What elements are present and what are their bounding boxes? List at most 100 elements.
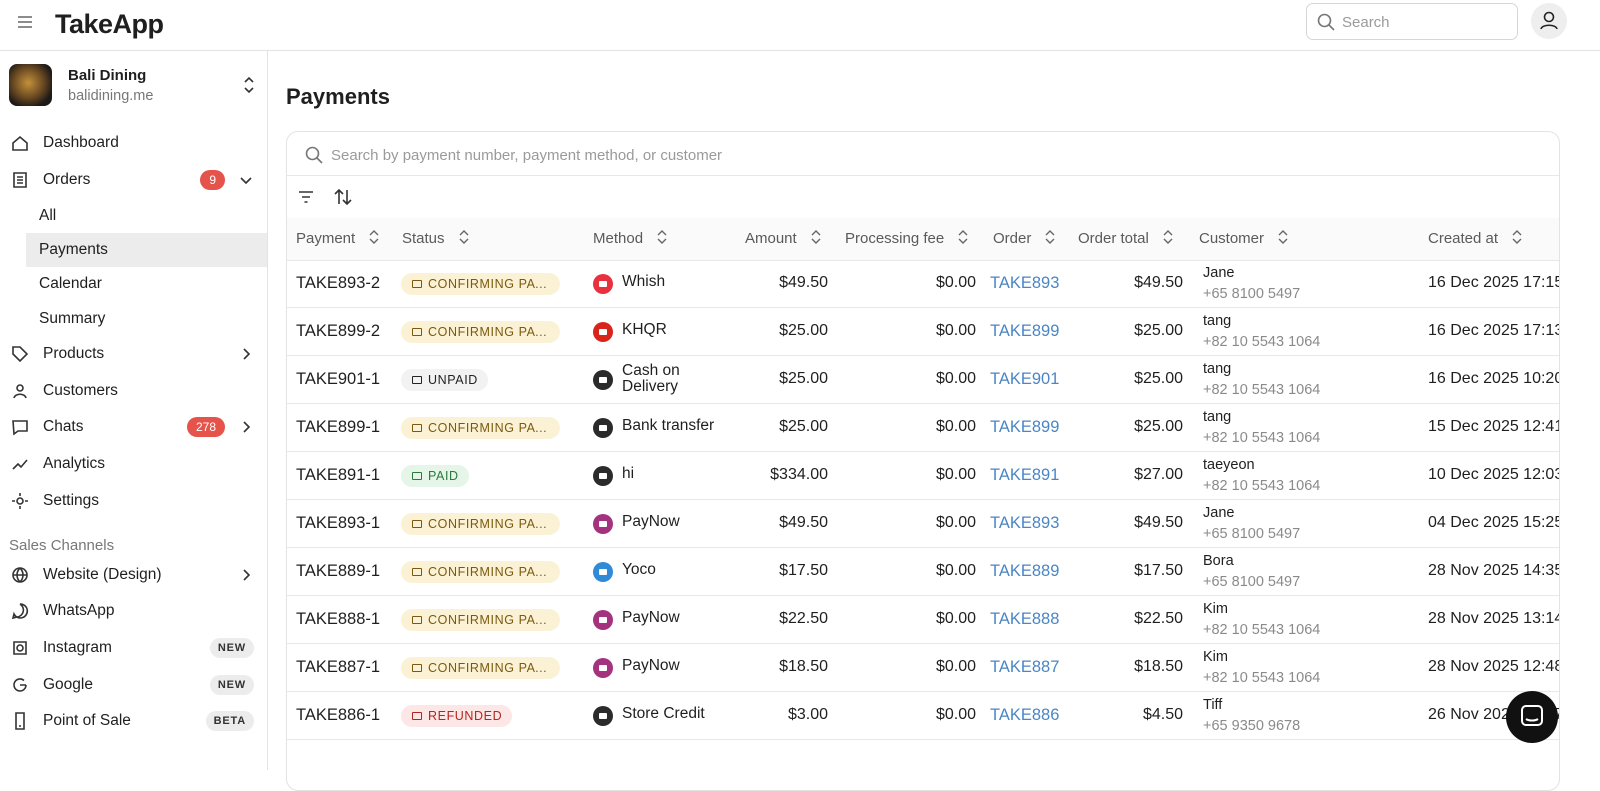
customer-phone: +65 8100 5497 (1203, 574, 1301, 590)
menu-button[interactable] (17, 15, 33, 29)
order-link[interactable]: TAKE888 (990, 610, 1060, 628)
nav-chevron[interactable] (239, 173, 253, 187)
table-row[interactable]: TAKE888-1 CONFIRMING PAYMENT PayNow $22.50 $… (287, 596, 1559, 644)
table-row[interactable]: TAKE893-2 CONFIRMING PAYMENT Whish $49.50 $0… (287, 260, 1559, 308)
nav-item[interactable]: Orders 9 (0, 163, 267, 197)
nav-label: Summary (39, 310, 106, 327)
search-placeholder: Search (1342, 14, 1390, 31)
nav-label: Settings (43, 492, 100, 509)
method-icon (593, 610, 613, 630)
sort-toggle[interactable] (657, 230, 667, 244)
column-title: Customer (1199, 230, 1265, 247)
table-row[interactable]: TAKE901-1 UNPAID Cash on Delivery $25.00 $0.… (287, 356, 1559, 404)
table-row[interactable]: TAKE899-1 CONFIRMING PAYMENT Bank transfer… (287, 404, 1559, 452)
table-row[interactable]: TAKE887-1 CONFIRMING PAYMENT PayNow $18.50 $… (287, 644, 1559, 692)
nav-subitem[interactable]: Payments (26, 233, 267, 267)
payment-method: PayNow (622, 609, 680, 626)
account-button[interactable] (1531, 3, 1567, 39)
chevron-shape (243, 421, 251, 433)
column-header[interactable]: Customer (1199, 230, 1288, 247)
column-header[interactable]: Processing fee (845, 230, 968, 247)
order-link[interactable]: TAKE893 (990, 274, 1060, 292)
sort-toggle[interactable] (1512, 230, 1522, 244)
payment-number: TAKE887-1 (296, 658, 381, 676)
top-bar: TakeApp Search (0, 0, 1600, 51)
order-link[interactable]: TAKE901 (990, 370, 1060, 388)
status-badge: CONFIRMING PAYMENT (401, 417, 560, 439)
store-name[interactable]: Bali Dining (68, 67, 147, 84)
column-header[interactable]: Amount (745, 230, 821, 247)
store-switcher[interactable] (242, 76, 256, 94)
nav-subitem[interactable]: Calendar (0, 267, 267, 301)
table-row[interactable]: TAKE886-1 REFUNDED Store Credit $3.00 $0.00 T… (287, 692, 1559, 740)
order-link[interactable]: TAKE891 (990, 466, 1060, 484)
sort-toggle[interactable] (369, 230, 379, 244)
table-search[interactable]: Search by payment number, payment method… (287, 132, 1559, 176)
order-link[interactable]: TAKE893 (990, 514, 1060, 532)
nav-chevron[interactable] (239, 420, 253, 434)
column-header[interactable]: Status (402, 230, 469, 247)
channel-item[interactable]: WhatsApp (0, 594, 267, 628)
channel-icon-shape (13, 641, 27, 655)
toolbar (287, 175, 1559, 219)
table-row[interactable]: TAKE889-1 CONFIRMING PAYMENT Yoco $17.50 $0.… (287, 548, 1559, 596)
sort-toggle[interactable] (459, 230, 469, 244)
chat-launcher[interactable] (1506, 691, 1558, 743)
order-link[interactable]: TAKE899 (990, 322, 1060, 340)
sort-toggle[interactable] (1278, 230, 1288, 244)
nav-label: Chats (43, 418, 84, 435)
amount: $18.50 (779, 658, 828, 675)
order-link[interactable]: TAKE886 (990, 706, 1060, 724)
column-title: Payment (296, 230, 356, 247)
table-row[interactable]: TAKE899-2 CONFIRMING PAYMENT KHQR $25.00 $0.… (287, 308, 1559, 356)
channel-chevron[interactable] (239, 568, 253, 582)
nav-subitem[interactable]: Summary (0, 302, 267, 336)
order-link[interactable]: TAKE887 (990, 658, 1060, 676)
sort-toggle[interactable] (1045, 230, 1055, 244)
nav-subitem[interactable]: All (0, 199, 267, 233)
channel-item[interactable]: Instagram NEW (0, 631, 267, 665)
channel-item[interactable]: Google NEW (0, 668, 267, 702)
order-total: $22.50 (1134, 610, 1183, 627)
column-header[interactable]: Order (993, 230, 1055, 247)
nav-label: Analytics (43, 455, 106, 472)
sort-toggle[interactable] (1163, 230, 1173, 244)
global-search[interactable]: Search (1306, 3, 1518, 40)
sort-shape (657, 230, 667, 244)
table-row[interactable]: TAKE891-1 PAID hi $334.00 $0.00 TAKE891 $27.00… (287, 452, 1559, 500)
nav-icon (13, 172, 27, 188)
nav-item[interactable]: Analytics (0, 447, 267, 481)
sort-button[interactable] (334, 188, 352, 206)
nav-item[interactable]: Dashboard (0, 126, 267, 160)
amount: $25.00 (779, 370, 828, 387)
nav-label: Payments (39, 241, 108, 258)
order-link[interactable]: TAKE889 (990, 562, 1060, 580)
sort-toggle[interactable] (958, 230, 968, 244)
column-header[interactable]: Created at (1428, 230, 1522, 247)
filter-button[interactable] (298, 190, 314, 204)
channel-item[interactable]: Website (Design) (0, 558, 267, 592)
column-header[interactable]: Payment (296, 230, 379, 247)
channel-tag: NEW (209, 675, 254, 695)
customer-name: Kim (1203, 649, 1228, 665)
customer-phone: +65 8100 5497 (1203, 526, 1301, 542)
customer-name: Tiff (1203, 697, 1223, 713)
nav-icon (13, 384, 27, 399)
column-header[interactable]: Method (593, 230, 667, 247)
order-link[interactable]: TAKE899 (990, 418, 1060, 436)
created-at: 04 Dec 2025 15:25 (1428, 514, 1560, 531)
sort-shape (459, 230, 469, 244)
processing-fee: $0.00 (935, 418, 976, 435)
status-badge: CONFIRMING PAYMENT (401, 321, 560, 343)
nav-item[interactable]: Chats 278 (0, 410, 267, 444)
channel-item[interactable]: Point of Sale BETA (0, 704, 267, 738)
table-row[interactable]: TAKE893-1 CONFIRMING PAYMENT PayNow $49.50 $… (287, 500, 1560, 548)
sort-toggle[interactable] (811, 230, 821, 244)
nav-item[interactable]: Settings (0, 484, 267, 518)
nav-chevron[interactable] (239, 347, 253, 361)
logo[interactable]: TakeApp (55, 9, 164, 39)
nav-item[interactable]: Products (0, 337, 267, 371)
channel-tag: BETA (205, 711, 254, 731)
nav-item[interactable]: Customers (0, 374, 267, 408)
column-header[interactable]: Order total (1078, 230, 1173, 247)
